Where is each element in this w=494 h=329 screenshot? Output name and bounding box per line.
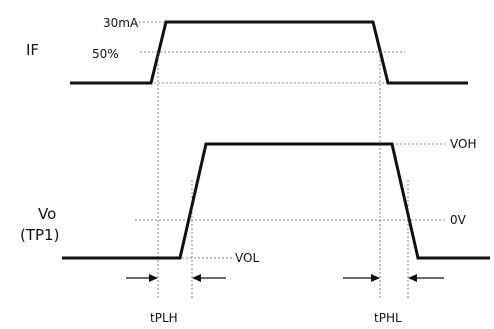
vo-signal-label: Vo xyxy=(38,205,56,223)
tphl-arrows xyxy=(343,274,444,282)
vo-signal-sublabel: (TP1) xyxy=(20,226,59,244)
tplh-left-arrow-icon xyxy=(192,274,201,282)
if-50-percent-label: 50% xyxy=(92,47,119,61)
zero-volt-label: 0V xyxy=(450,213,467,227)
tphl-right-arrow-icon xyxy=(371,274,380,282)
tphl-left-arrow-icon xyxy=(408,274,417,282)
tplh-label: tPLH xyxy=(150,311,178,325)
tplh-right-arrow-icon xyxy=(149,274,158,282)
if-waveform xyxy=(70,20,468,85)
vol-label: VOL xyxy=(235,251,259,265)
if-high-level-label: 30mA xyxy=(103,16,139,30)
tplh-arrows xyxy=(126,274,226,282)
voh-label: VOH xyxy=(450,137,476,151)
vo-waveform xyxy=(62,142,490,260)
tphl-label: tPHL xyxy=(374,311,402,325)
if-signal-label: IF xyxy=(26,41,39,59)
